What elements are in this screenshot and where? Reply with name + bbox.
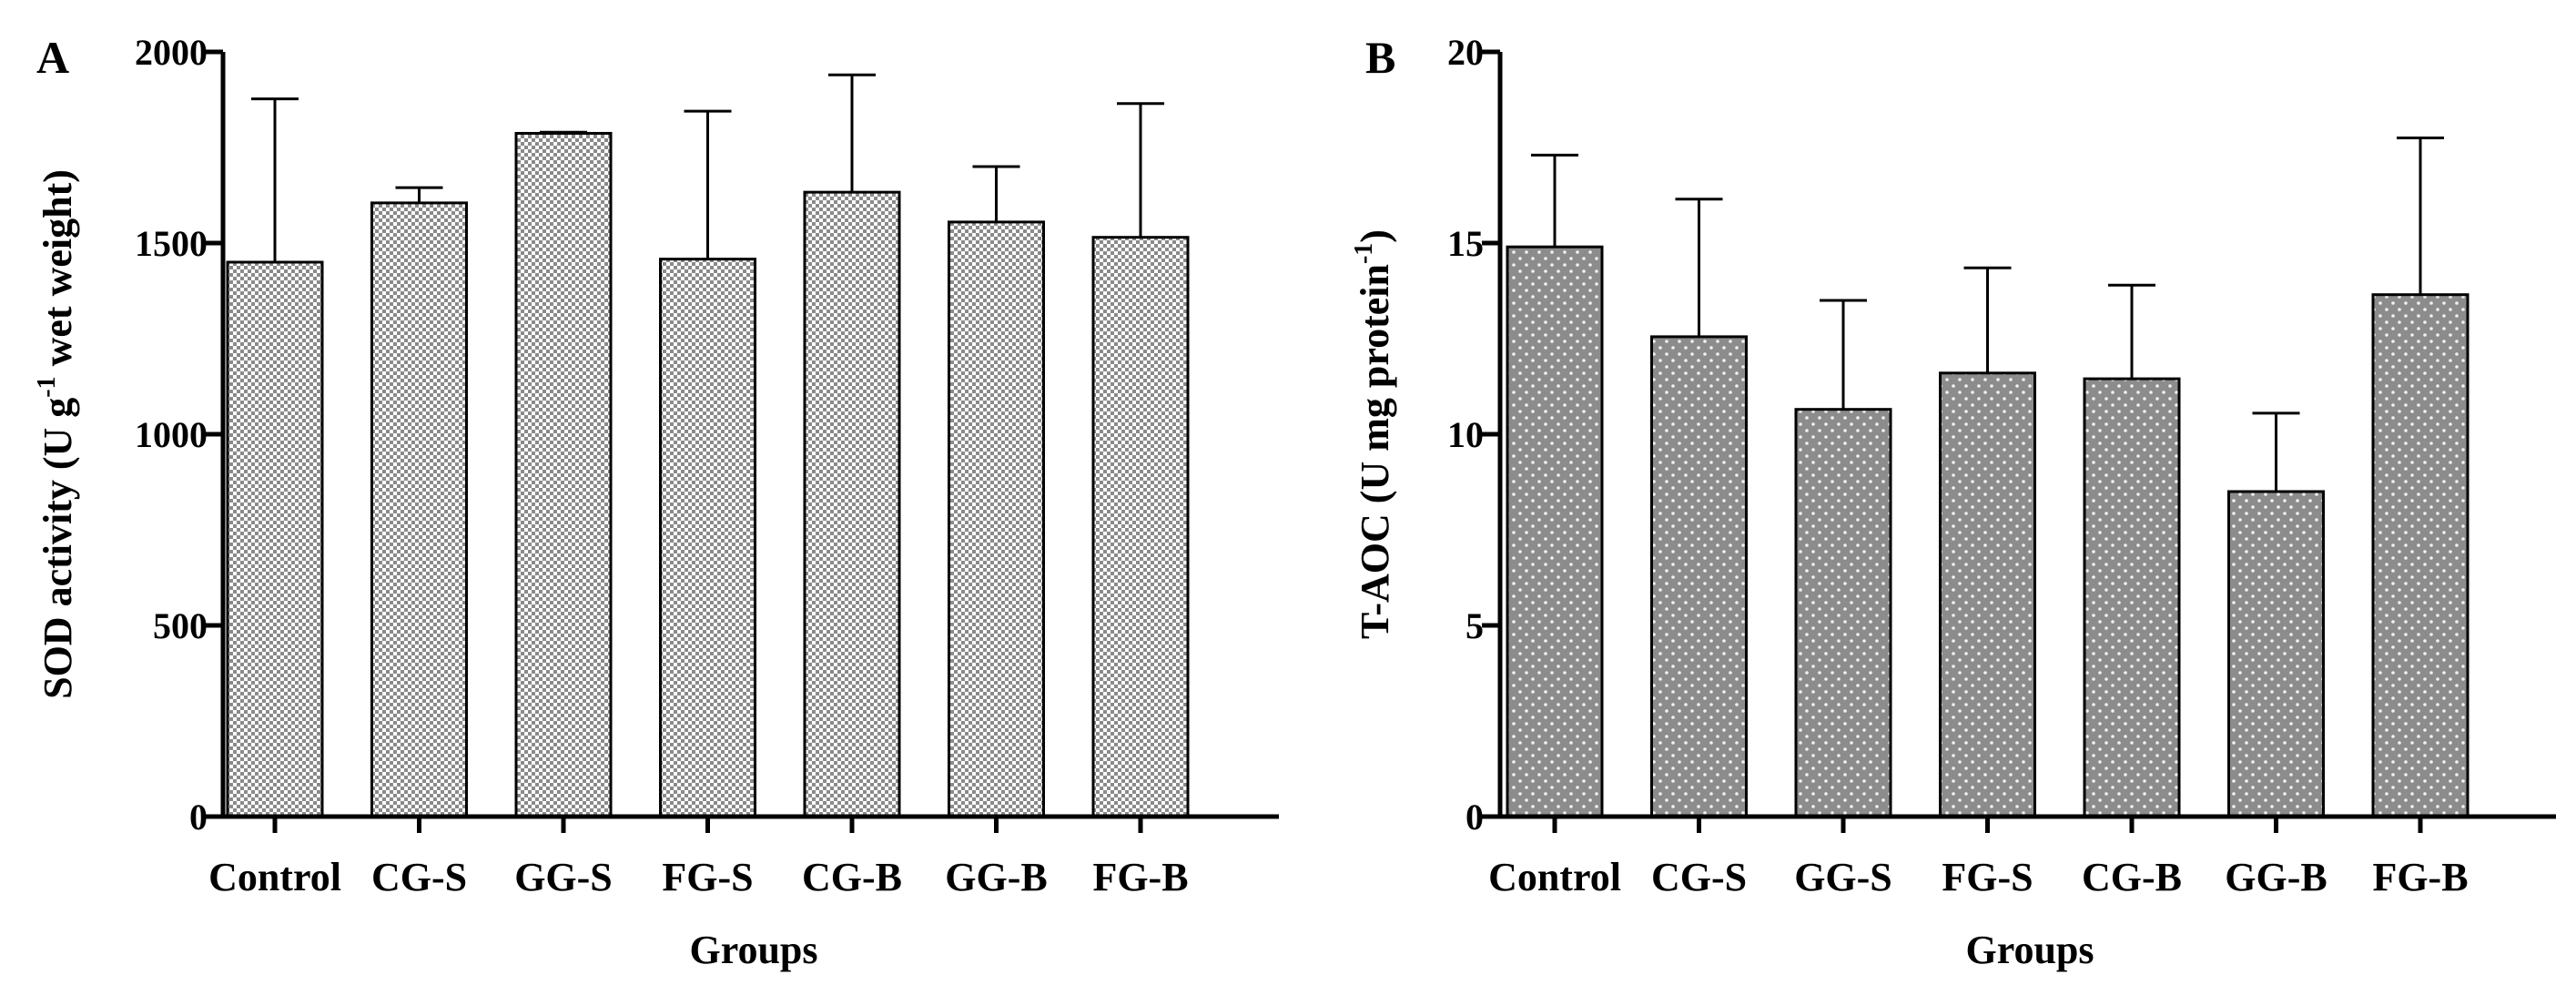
bar-gg-b [2227, 490, 2325, 818]
x-tick-label: GG-S [514, 855, 613, 899]
y-tick-label: 0 [1465, 797, 1484, 838]
y-tick-label: 2000 [135, 32, 208, 73]
panel-b-y-axis-title: T-AOC (U mg protein-1) [1350, 229, 1397, 639]
x-tick-label: CG-B [802, 855, 902, 899]
bar-fg-s [659, 258, 756, 818]
bar-cg-s [1650, 335, 1748, 818]
x-tick-label: FG-S [1942, 855, 2033, 899]
y-tick-label: 1500 [135, 223, 208, 264]
bar-fg-s [1939, 371, 2036, 818]
x-tick-label: FG-B [1092, 855, 1188, 899]
y-tick-label: 500 [153, 605, 208, 646]
bar-control [1506, 245, 1604, 818]
bar-control [226, 260, 324, 818]
panel-b-letter: B [1365, 32, 1395, 83]
panel-a-y-axis-title: SOD activity (U g-1 wet weight) [33, 169, 80, 699]
panel-b-bars [1506, 245, 2470, 818]
panel-a-error-bars [251, 73, 1164, 262]
x-tick-label: CG-B [2082, 855, 2182, 899]
bar-cg-s [370, 201, 468, 818]
panel-b-error-bars [1531, 137, 2444, 492]
panel-b-x-axis-title: Groups [1965, 928, 2094, 972]
x-tick-label: FG-B [2372, 855, 2468, 899]
y-tick-label: 15 [1447, 223, 1484, 264]
y-tick-label: 1000 [135, 414, 208, 455]
x-tick-label: GG-S [1794, 855, 1892, 899]
panel-a-x-ticks: Control CG-S GG-S FG-S CG-B GG-B FG-B [208, 817, 1189, 899]
panel-a-y-ticks: 0 500 1000 1500 2000 [135, 32, 223, 838]
panel-a-sod-chart: A 0 500 1000 1500 2000 Control CG-S GG-S FG-S CG… [33, 32, 1279, 972]
panel-b-taoc-chart: B 0 5 10 15 20 Control CG-S GG-S FG-S CG-B GG-B FG… [1350, 32, 2556, 972]
y-tick-label: 10 [1447, 414, 1484, 455]
bar-gg-s [514, 131, 613, 818]
x-tick-label: GG-B [2225, 855, 2327, 899]
panel-a-x-axis-title: Groups [689, 928, 817, 972]
x-tick-label: CG-S [1651, 855, 1747, 899]
x-tick-label: Control [1488, 855, 1621, 899]
y-tick-label: 20 [1447, 32, 1484, 73]
panel-b-y-ticks: 0 5 10 15 20 [1447, 32, 1500, 838]
x-tick-label: CG-S [371, 855, 467, 899]
x-tick-label: FG-S [662, 855, 753, 899]
bar-fg-b [1091, 236, 1190, 818]
y-tick-label: 5 [1465, 605, 1484, 646]
x-tick-label: GG-B [945, 855, 1047, 899]
bar-gg-b [948, 220, 1045, 818]
x-tick-label: Control [208, 855, 341, 899]
panel-a-letter: A [36, 32, 69, 83]
bar-cg-b [2083, 377, 2181, 818]
bar-gg-s [1794, 408, 1892, 818]
panel-b-x-ticks: Control CG-S GG-S FG-S CG-B GG-B FG-B [1488, 817, 2469, 899]
y-tick-label: 0 [189, 797, 208, 838]
bar-fg-b [2371, 293, 2470, 818]
panel-a-bars [226, 131, 1190, 818]
bar-cg-b [803, 190, 901, 818]
